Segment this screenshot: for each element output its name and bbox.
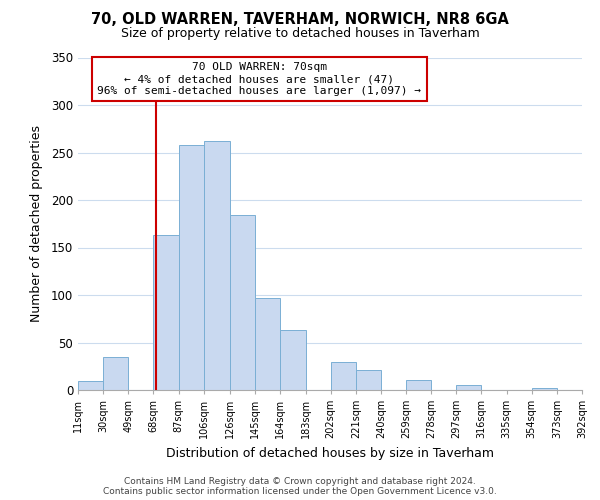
Bar (406, 380, 431, 390)
Bar (154, 235, 179, 390)
Text: Size of property relative to detached houses in Taverham: Size of property relative to detached ho… (121, 28, 479, 40)
Bar (532, 388, 557, 390)
Bar (356, 370, 381, 390)
X-axis label: Distribution of detached houses by size in Taverham: Distribution of detached houses by size … (166, 446, 494, 460)
Bar (582, 388, 600, 390)
Text: 70, OLD WARREN, TAVERHAM, NORWICH, NR8 6GA: 70, OLD WARREN, TAVERHAM, NORWICH, NR8 6… (91, 12, 509, 28)
Bar (457, 385, 481, 390)
Bar (179, 145, 203, 390)
Bar (230, 215, 255, 390)
Text: Contains HM Land Registry data © Crown copyright and database right 2024.
Contai: Contains HM Land Registry data © Crown c… (103, 476, 497, 496)
Bar (103, 357, 128, 390)
Bar (280, 330, 305, 390)
Bar (203, 141, 230, 390)
Bar (331, 362, 356, 390)
Bar (255, 298, 280, 390)
Bar (78, 382, 103, 390)
Text: 70 OLD WARREN: 70sqm
← 4% of detached houses are smaller (47)
96% of semi-detach: 70 OLD WARREN: 70sqm ← 4% of detached ho… (97, 62, 421, 96)
Y-axis label: Number of detached properties: Number of detached properties (29, 125, 43, 322)
